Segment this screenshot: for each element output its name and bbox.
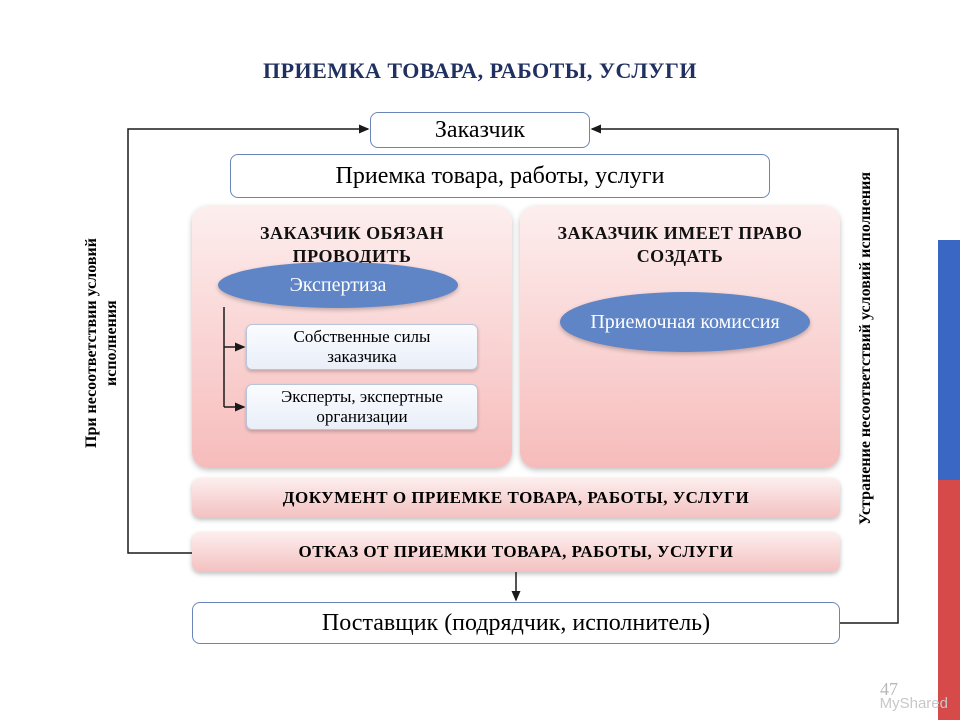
bar-refusal: ОТКАЗ ОТ ПРИЕМКИ ТОВАРА, РАБОТЫ, УСЛУГИ <box>192 532 840 572</box>
diagram-stage: ПРИЕМКА ТОВАРА, РАБОТЫ, УСЛУГИ Заказчик … <box>0 0 960 720</box>
ellipse-commission: Приемочная комиссия <box>560 292 810 352</box>
sub-experts: Эксперты, экспертные организации <box>246 384 478 430</box>
panel-may-head: ЗАКАЗЧИК ИМЕЕТ ПРАВО СОЗДАТЬ <box>532 222 828 267</box>
box-supplier: Поставщик (подрядчик, исполнитель) <box>192 602 840 644</box>
flag-white <box>938 0 960 240</box>
watermark: MyShared <box>880 695 948 712</box>
sub-own-forces: Собственные силы заказчика <box>246 324 478 370</box>
ellipse-expertise: Экспертиза <box>218 262 458 308</box>
flag-blue <box>938 240 960 480</box>
panel-must-head: ЗАКАЗЧИК ОБЯЗАН ПРОВОДИТЬ <box>204 222 500 267</box>
bar-document: ДОКУМЕНТ О ПРИЕМКЕ ТОВАРА, РАБОТЫ, УСЛУГ… <box>192 478 840 518</box>
box-acceptance: Приемка товара, работы, услуги <box>230 154 770 198</box>
vlabel-left: При несоответствии условий исполнения <box>82 208 122 478</box>
page-title: ПРИЕМКА ТОВАРА, РАБОТЫ, УСЛУГИ <box>0 58 960 84</box>
flag-stripe <box>938 0 960 720</box>
flag-red <box>938 480 960 720</box>
box-customer: Заказчик <box>370 112 590 148</box>
vlabel-right: Устранение несоответствий условий исполн… <box>856 168 876 528</box>
